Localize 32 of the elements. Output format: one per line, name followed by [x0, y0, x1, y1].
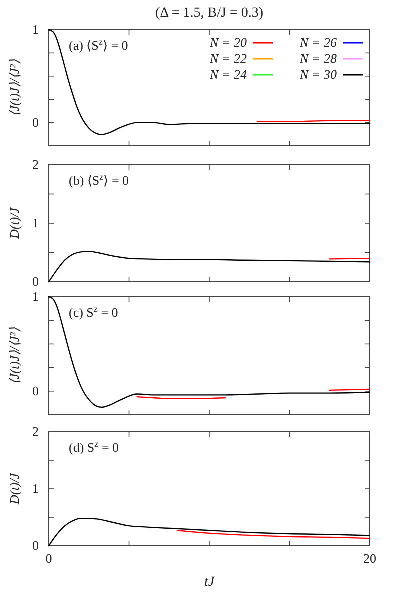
- line-series: [48, 296, 371, 408]
- y-tick-label: 0: [32, 538, 39, 554]
- y-tick-label: 1: [32, 216, 39, 231]
- legend-label: N = 28: [299, 51, 338, 66]
- x-axis-title: tJ: [204, 575, 216, 590]
- line-series: [176, 530, 371, 540]
- x-tick-label: 20: [364, 551, 376, 566]
- line-series: [48, 29, 371, 136]
- y-tick-label: 1: [32, 481, 39, 496]
- annotation: (d) S$^{z}$ = 0: [69, 439, 120, 455]
- annotation: (a) ⟨S$^{z}$⟩ = 0: [69, 37, 128, 53]
- legend-label: N = 22: [209, 51, 248, 66]
- chart-title: (Δ = 1.5, B/J = 0.3): [155, 6, 264, 21]
- y-tick-label: 2: [32, 424, 39, 440]
- line-series: [48, 250, 371, 283]
- legend-label: N = 26: [299, 35, 338, 50]
- annotation: (b) ⟨S$^{z}$⟩ = 0: [69, 172, 130, 188]
- y-tick-label: 0: [32, 274, 39, 290]
- y-tick-label: 2: [32, 157, 39, 172]
- line-series: [48, 518, 371, 547]
- y-axis-title: ⟨J(t)J⟩/⟨J²⟩: [7, 59, 22, 117]
- y-tick-label: 0: [32, 384, 39, 399]
- y-tick-label: 0: [32, 114, 39, 130]
- y-axis-title: ⟨J(t)J⟩/⟨J²⟩: [7, 327, 22, 385]
- y-tick-label: 1: [32, 289, 39, 304]
- y-axis-title: D(t)/J: [7, 472, 22, 506]
- legend-label: N = 24: [209, 67, 248, 82]
- legend-label: N = 20: [209, 35, 248, 50]
- y-tick-label: 1: [32, 22, 39, 38]
- annotation: (c) S$^{z}$ = 0: [69, 304, 118, 320]
- y-axis-title: D(t)/J: [7, 206, 22, 240]
- legend-label: N = 30: [299, 67, 338, 82]
